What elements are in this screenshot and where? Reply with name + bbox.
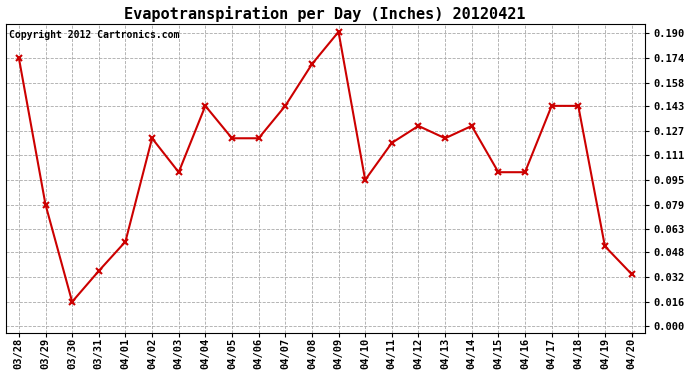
Title: Evapotranspiration per Day (Inches) 20120421: Evapotranspiration per Day (Inches) 2012… bbox=[124, 6, 526, 21]
Text: Copyright 2012 Cartronics.com: Copyright 2012 Cartronics.com bbox=[9, 30, 179, 40]
